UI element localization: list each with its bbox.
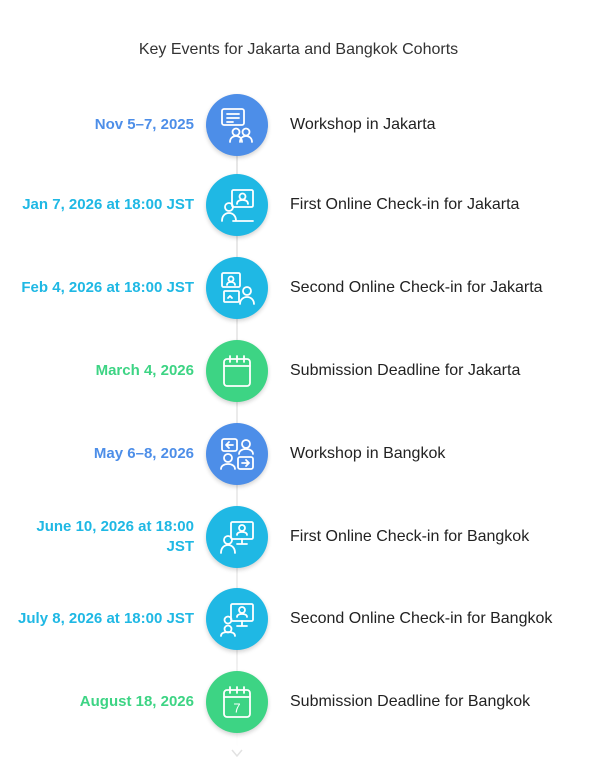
timeline-event: July 8, 2026 at 18:00 JST Second Online C… <box>0 588 597 650</box>
online-meeting-icon <box>221 272 255 305</box>
timeline-event: June 10, 2026 at 18:00 JST First Online C… <box>0 506 597 568</box>
event-label: Workshop in Bangkok <box>290 445 446 462</box>
event-icon-badge <box>206 174 268 236</box>
event-label: First Online Check-in for Jakarta <box>290 196 520 213</box>
timeline-event: March 4, 2026 Submission Deadline for Jak… <box>0 340 597 402</box>
timeline-event: Jan 7, 2026 at 18:00 JST First Online Che… <box>0 174 597 236</box>
timeline-event: August 18, 2026 7 Submission Deadline for … <box>0 671 597 733</box>
calendar-icon: 7 <box>223 686 251 718</box>
event-icon-badge <box>206 257 268 319</box>
event-label: Submission Deadline for Bangkok <box>290 693 531 710</box>
timeline-event: Nov 5–7, 2025 Workshop in Jakarta <box>0 94 597 156</box>
calendar-icon <box>223 355 251 387</box>
calendar-day-number: 7 <box>233 701 240 716</box>
event-date: August 18, 2026 <box>79 693 194 710</box>
event-label: Workshop in Jakarta <box>290 116 436 133</box>
timeline-event: May 6–8, 2026 Workshop in Bangkok <box>0 423 597 485</box>
group-monitor-icon <box>220 603 254 637</box>
event-date: July 8, 2026 at 18:00 JST <box>18 610 194 627</box>
event-label: Second Online Check-in for Bangkok <box>290 610 553 627</box>
event-icon-badge <box>206 423 268 485</box>
event-icon-badge <box>206 588 268 650</box>
exchange-people-icon <box>220 438 254 470</box>
event-label: Submission Deadline for Jakarta <box>290 362 521 379</box>
event-date: Feb 4, 2026 at 18:00 JST <box>21 279 194 296</box>
event-label: First Online Check-in for Bangkok <box>290 528 530 545</box>
page-title: Key Events for Jakarta and Bangkok Cohor… <box>138 41 459 58</box>
event-icon-badge <box>206 94 268 156</box>
event-label: Second Online Check-in for Jakarta <box>290 279 543 296</box>
timeline-event: Feb 4, 2026 at 18:00 JST Second Online Ch… <box>0 257 597 319</box>
timeline-end-arrow-icon <box>231 749 243 758</box>
video-call-icon <box>221 189 254 222</box>
event-date: June 10, 2026 at 18:00 JST <box>36 518 194 555</box>
event-icon-badge: 7 <box>206 671 268 733</box>
event-icon-badge <box>206 506 268 568</box>
event-date: Jan 7, 2026 at 18:00 JST <box>22 196 194 213</box>
event-date: May 6–8, 2026 <box>93 445 194 462</box>
presenter-monitor-icon <box>220 521 254 554</box>
event-icon-badge <box>206 340 268 402</box>
event-date: Nov 5–7, 2025 <box>94 116 194 133</box>
workshop-chat-icon <box>221 108 253 143</box>
event-date: March 4, 2026 <box>95 362 194 379</box>
